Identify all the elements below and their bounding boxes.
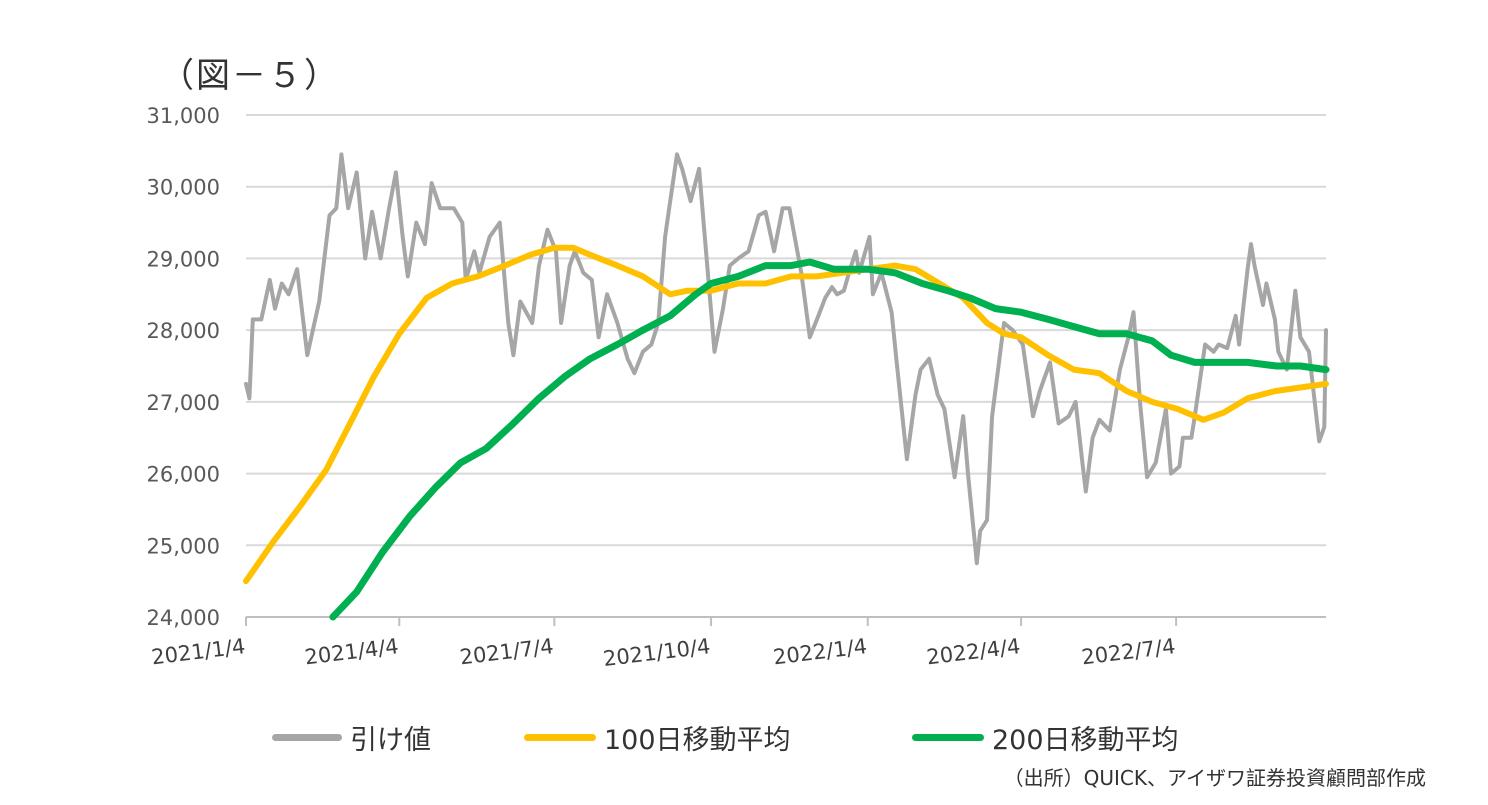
y-tick-label: 29,000 [147,247,220,271]
series-line-1 [243,244,1329,585]
legend-swatch-ma100 [524,734,596,741]
source-note: （出所）QUICK、アイザワ証券投資顧問部作成 [1003,766,1426,790]
series-lines [243,152,1330,621]
x-tick-label: 2021/10/4 [602,634,712,671]
y-tick-label: 24,000 [147,606,220,630]
y-tick-label: 31,000 [147,104,220,128]
y-tick-label: 25,000 [147,534,220,558]
x-axis: 2021/1/4 2021/4/4 2021/7/4 2021/10/4 2022/1/… [150,617,1178,671]
x-tick-label: 2021/1/4 [150,634,247,669]
y-axis-ticks: 24,000 25,000 26,000 27,000 28,000 29,000 30,0… [147,104,220,630]
y-tick-label: 26,000 [147,463,220,487]
legend-label-close: 引け値 [350,725,431,756]
legend-item-ma100: 100日移動平均 [524,718,791,757]
chart-title: （図－５） [160,56,340,96]
gridlines [246,114,1326,618]
y-tick-label: 27,000 [147,391,220,415]
x-tick-label: 2021/7/4 [458,634,555,669]
legend-label-ma100: 100日移動平均 [604,725,791,756]
series-line-2 [329,258,1330,621]
x-tick-label: 2022/4/4 [925,634,1022,669]
y-tick-label: 30,000 [147,176,220,200]
series-line-0 [244,152,1328,566]
legend-swatch-close [272,734,342,741]
x-tick-label: 2022/1/4 [772,634,869,669]
y-tick-label: 28,000 [147,319,220,343]
legend-label-ma200: 200日移動平均 [992,725,1179,756]
x-tick-label: 2022/7/4 [1080,634,1177,669]
x-tick-label: 2021/4/4 [303,634,400,669]
legend-swatch-ma200 [912,734,984,741]
legend-item-ma200: 200日移動平均 [912,718,1179,757]
legend-item-close: 引け値 [272,718,431,757]
